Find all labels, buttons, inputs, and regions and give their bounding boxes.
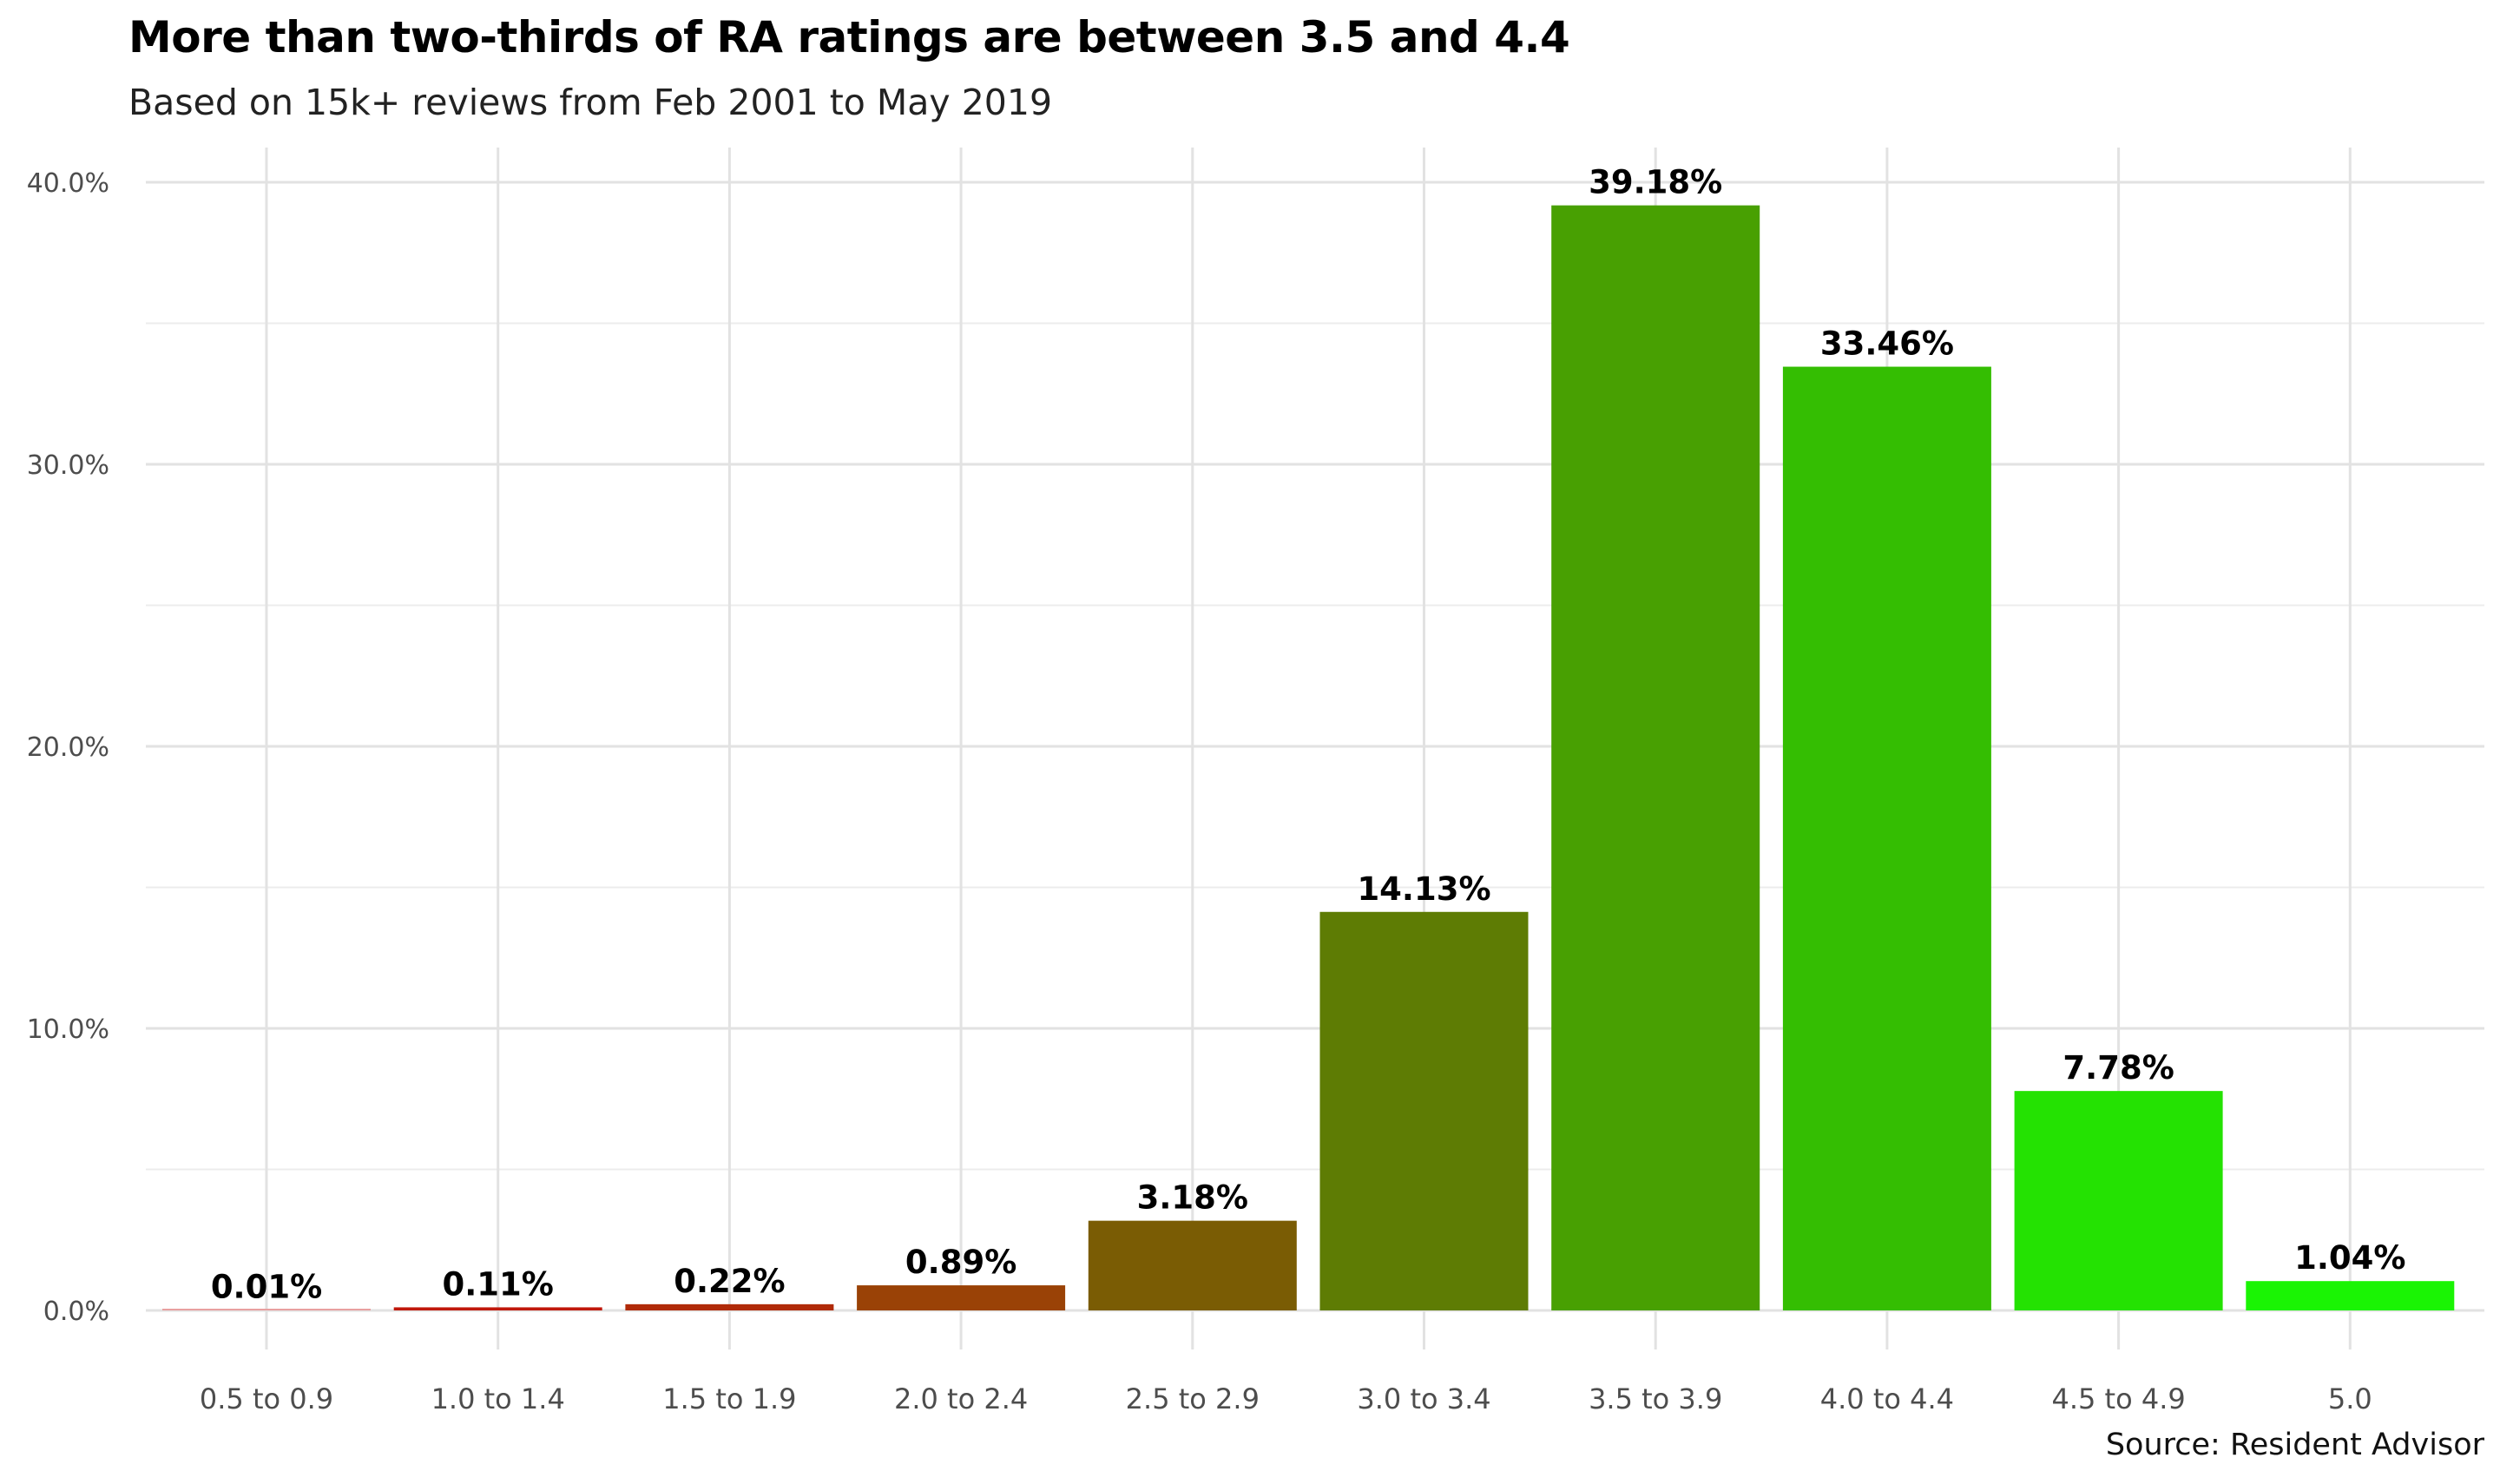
x-tick-label: 0.5 to 0.9 <box>200 1382 333 1415</box>
chart-title: More than two-thirds of RA ratings are b… <box>128 12 1570 62</box>
bar-value-label: 0.22% <box>674 1263 785 1300</box>
bar-value-label: 7.78% <box>2062 1049 2174 1087</box>
x-tick-label: 3.5 to 3.9 <box>1589 1382 1722 1415</box>
y-tick-label: 10.0% <box>27 1015 109 1045</box>
bars <box>162 205 2455 1310</box>
bar-value-label: 0.11% <box>443 1265 554 1303</box>
y-tick-label: 40.0% <box>27 168 109 199</box>
bar <box>1782 366 1991 1310</box>
bar <box>625 1303 834 1310</box>
y-tick-label: 30.0% <box>27 450 109 481</box>
x-tick-label: 2.0 to 2.4 <box>894 1382 1028 1415</box>
data-labels: 0.01% 0.11% 0.22% 0.89% 3.18% 14.13% 39.18% 33.… <box>211 164 2406 1306</box>
bar-value-label: 0.01% <box>211 1269 322 1306</box>
x-tick-label: 3.0 to 3.4 <box>1357 1382 1490 1415</box>
bar <box>2246 1281 2455 1310</box>
bar-value-label: 3.18% <box>1137 1179 1248 1217</box>
x-tick-label: 5.0 <box>2328 1382 2372 1415</box>
bar <box>857 1285 1066 1310</box>
y-tick-label: 20.0% <box>27 732 109 763</box>
bar <box>393 1307 602 1310</box>
bar <box>1088 1220 1297 1310</box>
bar-value-label: 33.46% <box>1820 325 1954 363</box>
y-axis-ticks: 0.0% 10.0% 20.0% 30.0% 40.0% <box>27 168 109 1327</box>
bar-value-label: 0.89% <box>905 1244 1016 1281</box>
bar-value-label: 39.18% <box>1589 164 1722 201</box>
y-tick-label: 0.0% <box>43 1297 109 1327</box>
bar-value-label: 1.04% <box>2294 1239 2405 1277</box>
bar <box>1319 911 1529 1310</box>
x-tick-label: 4.5 to 4.9 <box>2051 1382 2185 1415</box>
x-tick-label: 1.5 to 1.9 <box>662 1382 796 1415</box>
chart-caption: Source: Resident Advisor <box>2105 1428 2484 1462</box>
x-axis-ticks: 0.5 to 0.9 1.0 to 1.4 1.5 to 1.9 2.0 to 2.4… <box>200 1382 2372 1415</box>
x-tick-label: 2.5 to 2.9 <box>1126 1382 1260 1415</box>
bar <box>162 1309 371 1310</box>
bar-value-label: 14.13% <box>1357 870 1490 908</box>
x-tick-label: 4.0 to 4.4 <box>1820 1382 1954 1415</box>
bar <box>1551 205 1760 1310</box>
x-tick-label: 1.0 to 1.4 <box>431 1382 565 1415</box>
bar <box>2014 1091 2223 1310</box>
chart-subtitle: Based on 15k+ reviews from Feb 2001 to M… <box>128 82 1053 123</box>
